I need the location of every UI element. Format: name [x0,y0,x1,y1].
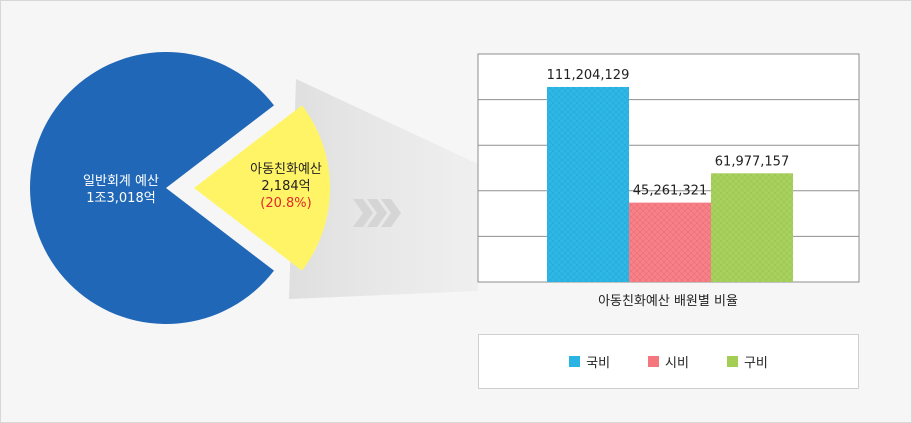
legend-swatch-city [648,356,660,367]
legend-label-district: 구비 [743,356,768,371]
pie-slice-child-budget [194,105,330,271]
legend-item-city: 시비 [648,352,689,371]
pie-slice-general-budget [30,51,274,325]
legend-swatch-national [569,356,581,367]
pie-child-share: (20.8%) [260,196,311,211]
bar-national-value-label: 111,204,129 [547,68,630,83]
legend-item-national: 국비 [569,352,610,371]
legend-item-district: 구비 [726,352,768,371]
bar-district-value-label: 61,977,157 [715,154,789,169]
bar-city-value-label: 45,261,321 [633,184,707,199]
bar-city [629,202,711,282]
legend-label-national: 국비 [586,356,611,371]
pie-general-label: 일반회계 예산 [83,174,159,189]
pie-child-label: 아동친화예산 [250,162,322,177]
bar-national [547,86,629,283]
chevron-arrows-icon [353,199,401,227]
pie-general-value: 1조3,018억 [86,191,155,206]
bar-district [711,173,793,282]
legend-swatch-district [726,356,738,367]
pie-child-value: 2,184억 [261,179,310,194]
bar-axis-title: 아동친화예산 배원별 비율 [598,294,738,309]
bar-legend: 국비 시비 구비 [478,334,859,389]
legend-label-city: 시비 [665,356,689,371]
projection-beam [289,79,478,299]
